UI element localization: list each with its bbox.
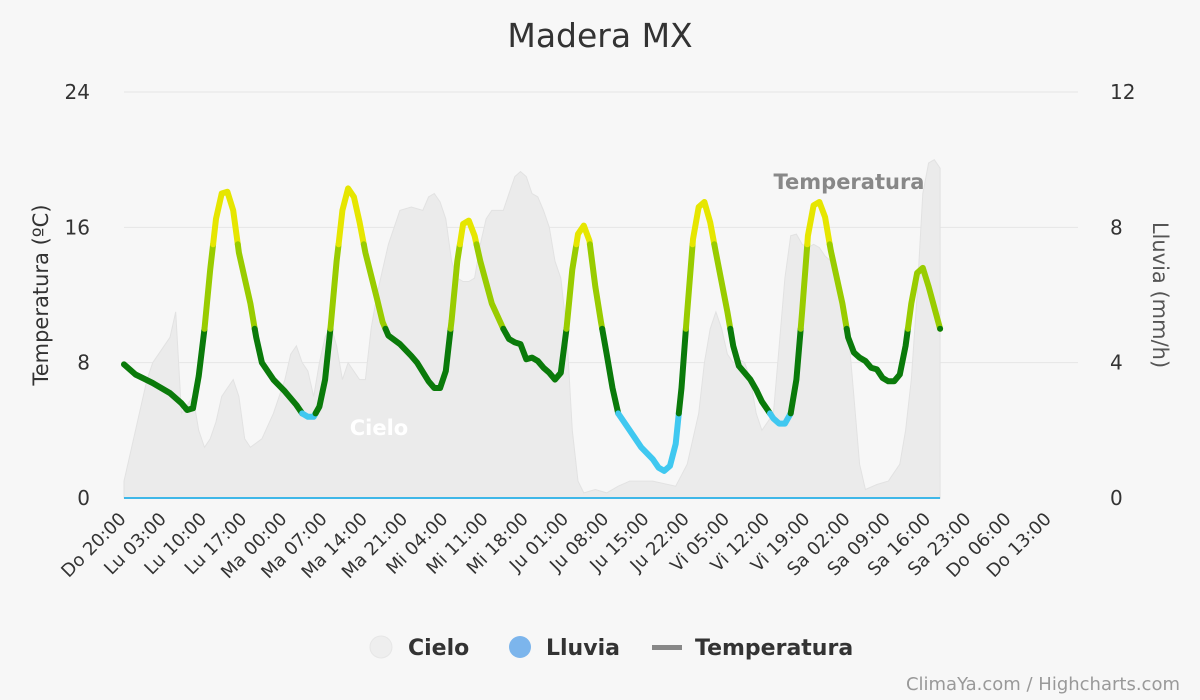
y2-tick-label-0: 0: [1110, 486, 1123, 510]
temperatura-segment-2: [210, 188, 241, 248]
temperatura-segment-22: [689, 199, 718, 248]
legend-lluvia-symbol: [509, 636, 531, 658]
temperatura-segment-0: [121, 325, 208, 413]
temperatura-segment-3: [234, 241, 258, 332]
y-tick-label-0: 0: [77, 486, 90, 510]
y2-axis-title: Lluvia (mm/h): [1148, 222, 1172, 368]
legend: Cielo Lluvia Temperatura: [369, 635, 853, 661]
temperatura-segment-23: [711, 241, 734, 332]
temperatura-segment-19: [615, 410, 682, 474]
temperatura-segment-26: [787, 325, 804, 417]
temperatura-segment-16: [573, 222, 593, 248]
cielo-area: [123, 159, 941, 499]
temperatura-segment-14: [500, 325, 570, 383]
temperatura-segment-29: [826, 241, 850, 332]
legend-temperatura-symbol: [652, 645, 682, 650]
temperatura-segment-12: [456, 217, 480, 248]
y2-tick-label-3: 12: [1110, 80, 1135, 104]
temperatura-segment-17: [586, 241, 606, 332]
temperatura-segment-20: [675, 325, 689, 417]
y-axis-ticks: 0 8 16 24: [65, 80, 90, 510]
chart-title: Madera MX: [507, 16, 692, 55]
temperatura-segment-27: [797, 241, 811, 332]
y2-tick-label-1: 4: [1110, 351, 1123, 375]
credits[interactable]: ClimaYa.com / Highcharts.com: [906, 674, 1180, 695]
legend-item-lluvia[interactable]: Lluvia: [509, 636, 620, 661]
y2-axis-ticks: 0 4 8 12: [1110, 80, 1135, 510]
temperatura-segment-6: [312, 325, 334, 417]
cielo-series: [123, 159, 941, 499]
temperatura-annotation: Temperatura: [774, 170, 925, 194]
temperatura-segment-7: [327, 241, 342, 332]
cielo-annotation: Cielo: [350, 416, 408, 440]
temperatura-segment-15: [563, 241, 580, 332]
temperatura-segment-13: [473, 241, 507, 332]
temperatura-segment-11: [447, 241, 463, 332]
temperatura-series: [121, 185, 944, 474]
y-tick-label-1: 8: [77, 351, 90, 375]
y2-tick-label-2: 8: [1110, 215, 1123, 239]
legend-item-cielo[interactable]: Cielo: [369, 635, 469, 661]
y-axis-title: Temperatura (ºC): [29, 204, 53, 386]
temperatura-segment-25: [767, 410, 794, 427]
temperatura-segment-10: [382, 325, 454, 391]
temperatura-segment-24: [727, 325, 773, 417]
y-tick-label-2: 16: [65, 215, 90, 239]
temperatura-segment-21: [682, 241, 696, 332]
legend-lluvia-label: Lluvia: [546, 636, 620, 661]
temperatura-segment-9: [360, 241, 389, 332]
legend-temperatura-label: Temperatura: [695, 636, 853, 661]
temperatura-segment-28: [804, 199, 833, 248]
legend-cielo-label: Cielo: [408, 636, 469, 661]
temperatura-segment-1: [201, 241, 217, 332]
temperatura-segment-4: [251, 325, 306, 417]
temperatura-segment-8: [335, 185, 367, 248]
temperatura-segment-31: [904, 264, 944, 332]
y-tick-label-3: 24: [65, 80, 90, 104]
legend-cielo-symbol: [369, 635, 393, 659]
temperatura-segment-18: [599, 325, 622, 417]
legend-item-temperatura[interactable]: Temperatura: [652, 636, 853, 661]
temperatura-segment-30: [843, 325, 911, 385]
